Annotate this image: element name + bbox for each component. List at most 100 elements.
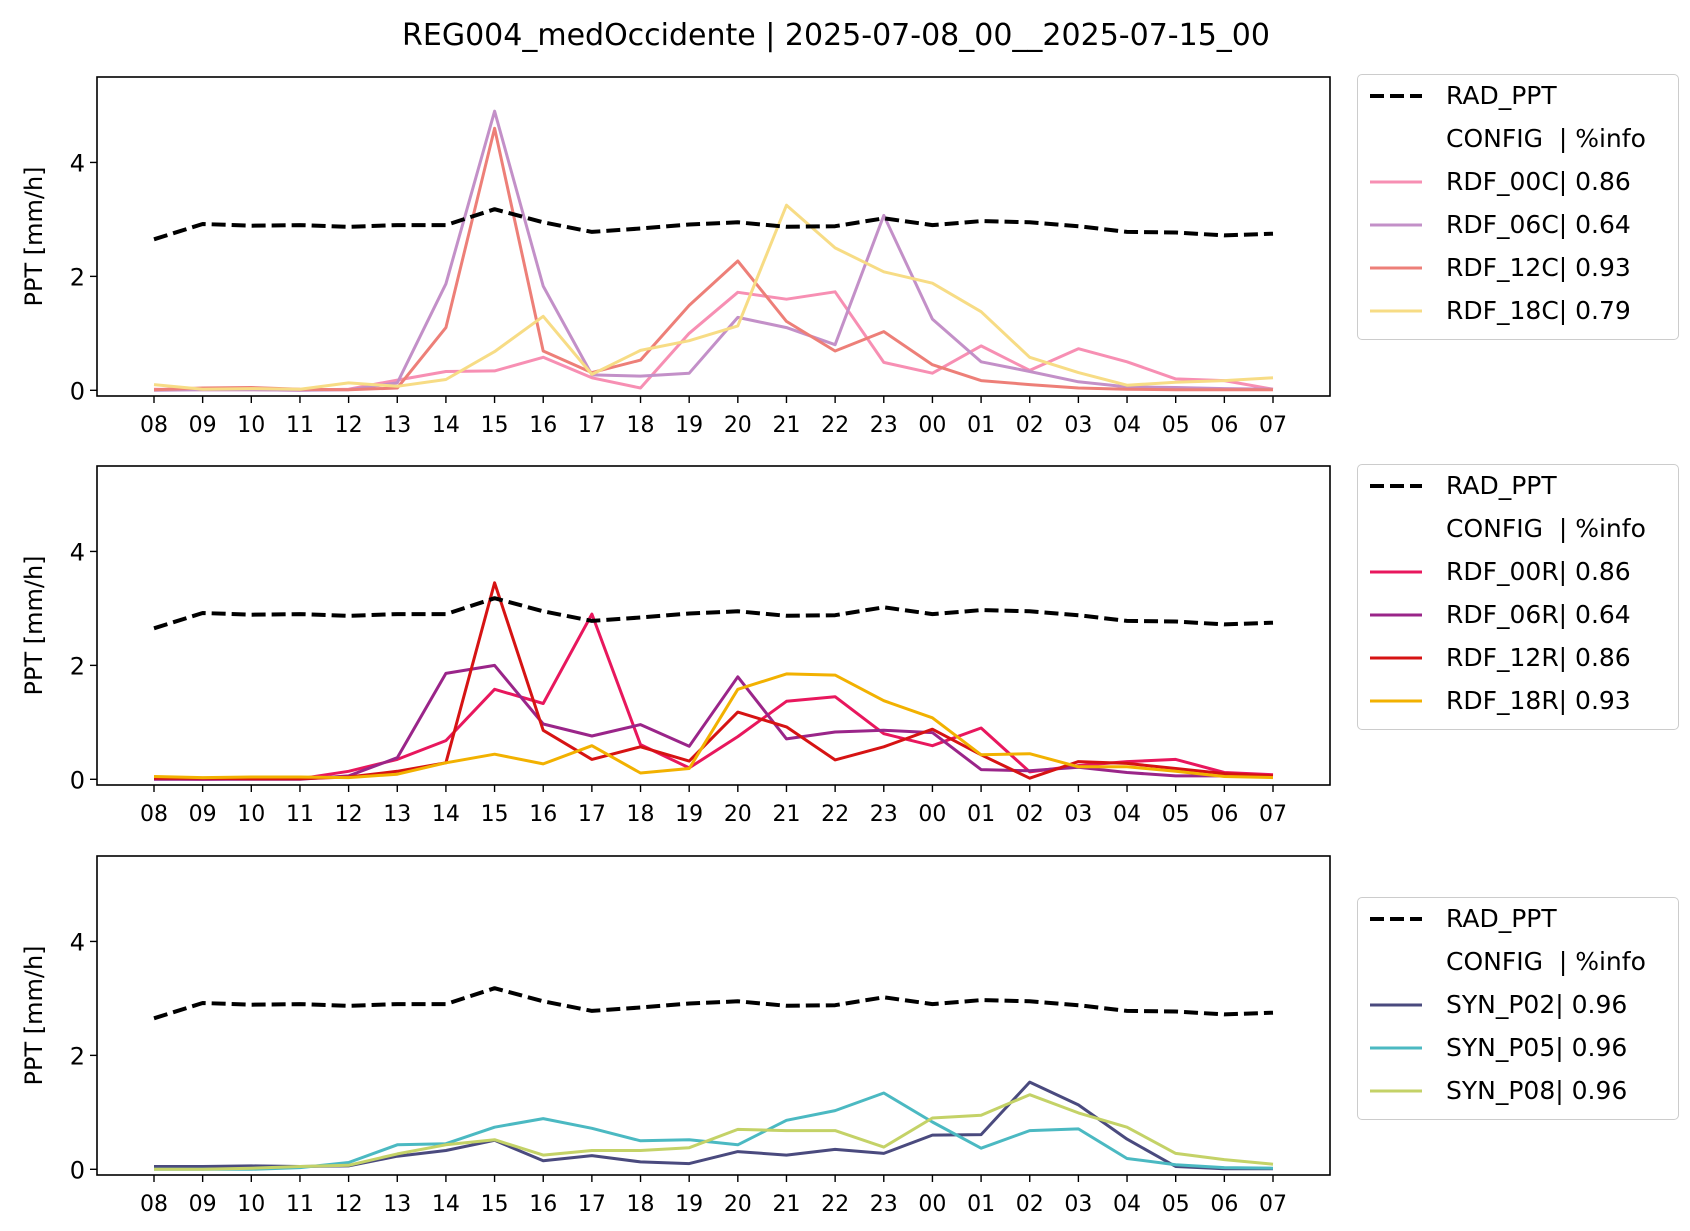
legend: RAD_PPT CONFIG | %info SYN_P02| 0.96 SYN_P0… xyxy=(1357,897,1679,1120)
legend-label: RAD_PPT xyxy=(1446,471,1557,500)
legend-label: CONFIG | %info xyxy=(1446,514,1646,543)
x-tick-label: 03 xyxy=(1064,413,1092,438)
legend-label: SYN_P08| 0.96 xyxy=(1446,1076,1628,1105)
legend-swatch xyxy=(1370,266,1422,270)
x-tick-label: 15 xyxy=(481,802,509,827)
legend-swatch xyxy=(1370,1046,1422,1050)
series-line-syn-p08 xyxy=(154,1093,1274,1171)
x-tick-label: 21 xyxy=(772,413,800,438)
x-tick-label: 09 xyxy=(189,1192,217,1217)
x-tick-label: 05 xyxy=(1162,1192,1190,1217)
x-tick-label: 02 xyxy=(1016,413,1044,438)
legend-swatch xyxy=(1370,180,1422,184)
x-tick-label: 23 xyxy=(870,802,898,827)
legend-label: RDF_18C| 0.79 xyxy=(1446,296,1631,325)
plot-frame xyxy=(96,855,1331,1176)
plot-frame xyxy=(96,465,1331,786)
x-tick-label: 17 xyxy=(578,1192,606,1217)
y-tick-label: 2 xyxy=(70,263,85,291)
x-tick-label: 10 xyxy=(237,802,265,827)
y-tick-label: 4 xyxy=(70,928,85,956)
y-tick-label: 0 xyxy=(70,766,85,794)
y-tick-label: 4 xyxy=(70,538,85,566)
y-tick-label: 2 xyxy=(70,1042,85,1070)
y-tick-label: 0 xyxy=(70,1156,85,1184)
x-tick-label: 14 xyxy=(432,1192,460,1217)
x-tick-label: 17 xyxy=(578,413,606,438)
x-tick-label: 04 xyxy=(1113,802,1141,827)
x-tick-label: 16 xyxy=(529,413,557,438)
x-tick-label: 14 xyxy=(432,413,460,438)
series-line-rad-ppt xyxy=(153,986,1274,1021)
legend-swatch xyxy=(1370,309,1422,313)
legend-label: RDF_00C| 0.86 xyxy=(1446,167,1631,196)
legend: RAD_PPT CONFIG | %info RDF_00C| 0.86 RDF_06… xyxy=(1357,74,1679,340)
x-tick-label: 15 xyxy=(481,1192,509,1217)
legend-label: RDF_00R| 0.86 xyxy=(1446,557,1631,586)
x-tick-label: 05 xyxy=(1162,802,1190,827)
x-tick-label: 00 xyxy=(918,413,946,438)
series-line-rdf-00c xyxy=(153,290,1274,392)
x-tick-label: 07 xyxy=(1259,802,1287,827)
x-tick-label: 23 xyxy=(870,1192,898,1217)
legend-label: RDF_06C| 0.64 xyxy=(1446,210,1631,239)
x-tick-label: 16 xyxy=(529,802,557,827)
legend-swatch xyxy=(1370,1089,1422,1093)
x-tick-label: 19 xyxy=(675,802,703,827)
series-line-rdf-00r xyxy=(153,612,1274,781)
x-tick-label: 12 xyxy=(335,802,363,827)
x-tick-label: 20 xyxy=(724,413,752,438)
x-tick-label: 16 xyxy=(529,1192,557,1217)
x-tick-label: 22 xyxy=(821,413,849,438)
legend-swatch xyxy=(1370,223,1422,227)
x-tick-label: 07 xyxy=(1259,413,1287,438)
series-line-rad-ppt xyxy=(153,207,1274,242)
x-tick-label: 22 xyxy=(821,802,849,827)
x-tick-label: 03 xyxy=(1064,1192,1092,1217)
y-tick-label: 0 xyxy=(70,377,85,405)
x-tick-label: 19 xyxy=(675,1192,703,1217)
x-tick-label: 21 xyxy=(772,1192,800,1217)
x-tick-label: 01 xyxy=(967,413,995,438)
x-tick-label: 13 xyxy=(383,1192,411,1217)
series-line-rdf-12c xyxy=(153,126,1273,392)
x-tick-label: 22 xyxy=(821,1192,849,1217)
y-tick-label: 2 xyxy=(70,652,85,680)
series-line-syn-p02 xyxy=(154,1080,1273,1171)
x-tick-label: 20 xyxy=(724,1192,752,1217)
legend-swatch xyxy=(1370,699,1422,703)
y-axis-label: PPT [mm/h] xyxy=(20,166,48,306)
x-tick-label: 11 xyxy=(286,413,314,438)
legend-label: CONFIG | %info xyxy=(1446,124,1646,153)
series-line-rdf-18c xyxy=(153,203,1274,391)
legend-swatch xyxy=(1370,484,1422,488)
x-tick-label: 11 xyxy=(286,802,314,827)
legend-swatch xyxy=(1370,1003,1422,1007)
x-tick-label: 21 xyxy=(772,802,800,827)
x-tick-label: 08 xyxy=(140,413,168,438)
y-axis-label: PPT [mm/h] xyxy=(20,945,48,1085)
legend-swatch xyxy=(1370,570,1422,574)
chart-title: REG004_medOccidente | 2025-07-08_00__202… xyxy=(402,18,1270,53)
legend-label: SYN_P02| 0.96 xyxy=(1446,990,1628,1019)
x-tick-label: 06 xyxy=(1210,802,1238,827)
x-tick-label: 08 xyxy=(140,802,168,827)
x-tick-label: 08 xyxy=(140,1192,168,1217)
series-line-rdf-18r xyxy=(153,672,1274,780)
y-axis-label: PPT [mm/h] xyxy=(20,555,48,695)
series-line-syn-p05 xyxy=(154,1091,1274,1171)
x-tick-label: 18 xyxy=(627,802,655,827)
x-tick-label: 00 xyxy=(918,1192,946,1217)
legend-label: CONFIG | %info xyxy=(1446,947,1646,976)
x-tick-label: 06 xyxy=(1210,413,1238,438)
x-tick-label: 02 xyxy=(1016,1192,1044,1217)
x-tick-label: 00 xyxy=(918,802,946,827)
series-line-rdf-06c xyxy=(153,109,1274,392)
x-tick-label: 09 xyxy=(189,413,217,438)
x-tick-label: 18 xyxy=(627,413,655,438)
legend-swatch xyxy=(1370,94,1422,98)
x-tick-label: 06 xyxy=(1210,1192,1238,1217)
